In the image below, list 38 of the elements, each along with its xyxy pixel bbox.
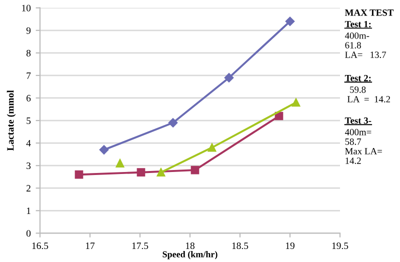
point [156,168,166,177]
y-axis-title: Lactate (mmol [6,90,16,151]
text: Test 3- [344,117,372,124]
point [116,159,124,168]
point [190,166,200,174]
text: Test 2: [344,74,371,82]
x-tick-label: 19.5 [332,242,348,250]
point [285,16,295,26]
y-tick-label: 7 [26,72,31,79]
y-tick-label: 1 [26,208,30,214]
x-tick-label: 19 [286,242,294,250]
y-tick-label: 8 [26,50,31,56]
point [208,143,216,152]
point [136,168,146,177]
y-tick-label: 3 [26,162,31,170]
x-tick-label: 18 [186,242,194,250]
text: 400m- 61.8 LA= 13.7 [344,32,386,58]
x-axis-title: Speed (km/hr) [162,251,218,260]
text: 400m= 58.7 Max LA= 14.2 [344,128,382,164]
x-tick-label: 17.5 [132,242,148,250]
y-tick-label: 5 [26,118,31,124]
y-tick-label: 9 [26,27,31,34]
y-tick-label: 2 [26,185,30,192]
text: 59.8 LA = 14.2 [347,86,390,102]
point [74,170,84,179]
y-tick-label: 0 [26,230,31,237]
text: Test 1: [344,21,371,28]
y-tick-label: 6 [26,94,31,102]
x-tick-label: 16.5 [32,242,48,250]
text: MAX TEST [344,9,394,16]
y-tick-label: 4 [26,140,31,146]
point [168,118,178,128]
point [224,73,234,82]
x-tick-label: 17 [86,242,95,249]
point [292,98,300,107]
x-tick-label: 18.5 [232,242,248,250]
point [99,145,109,154]
y-tick-label: 10 [22,4,31,12]
